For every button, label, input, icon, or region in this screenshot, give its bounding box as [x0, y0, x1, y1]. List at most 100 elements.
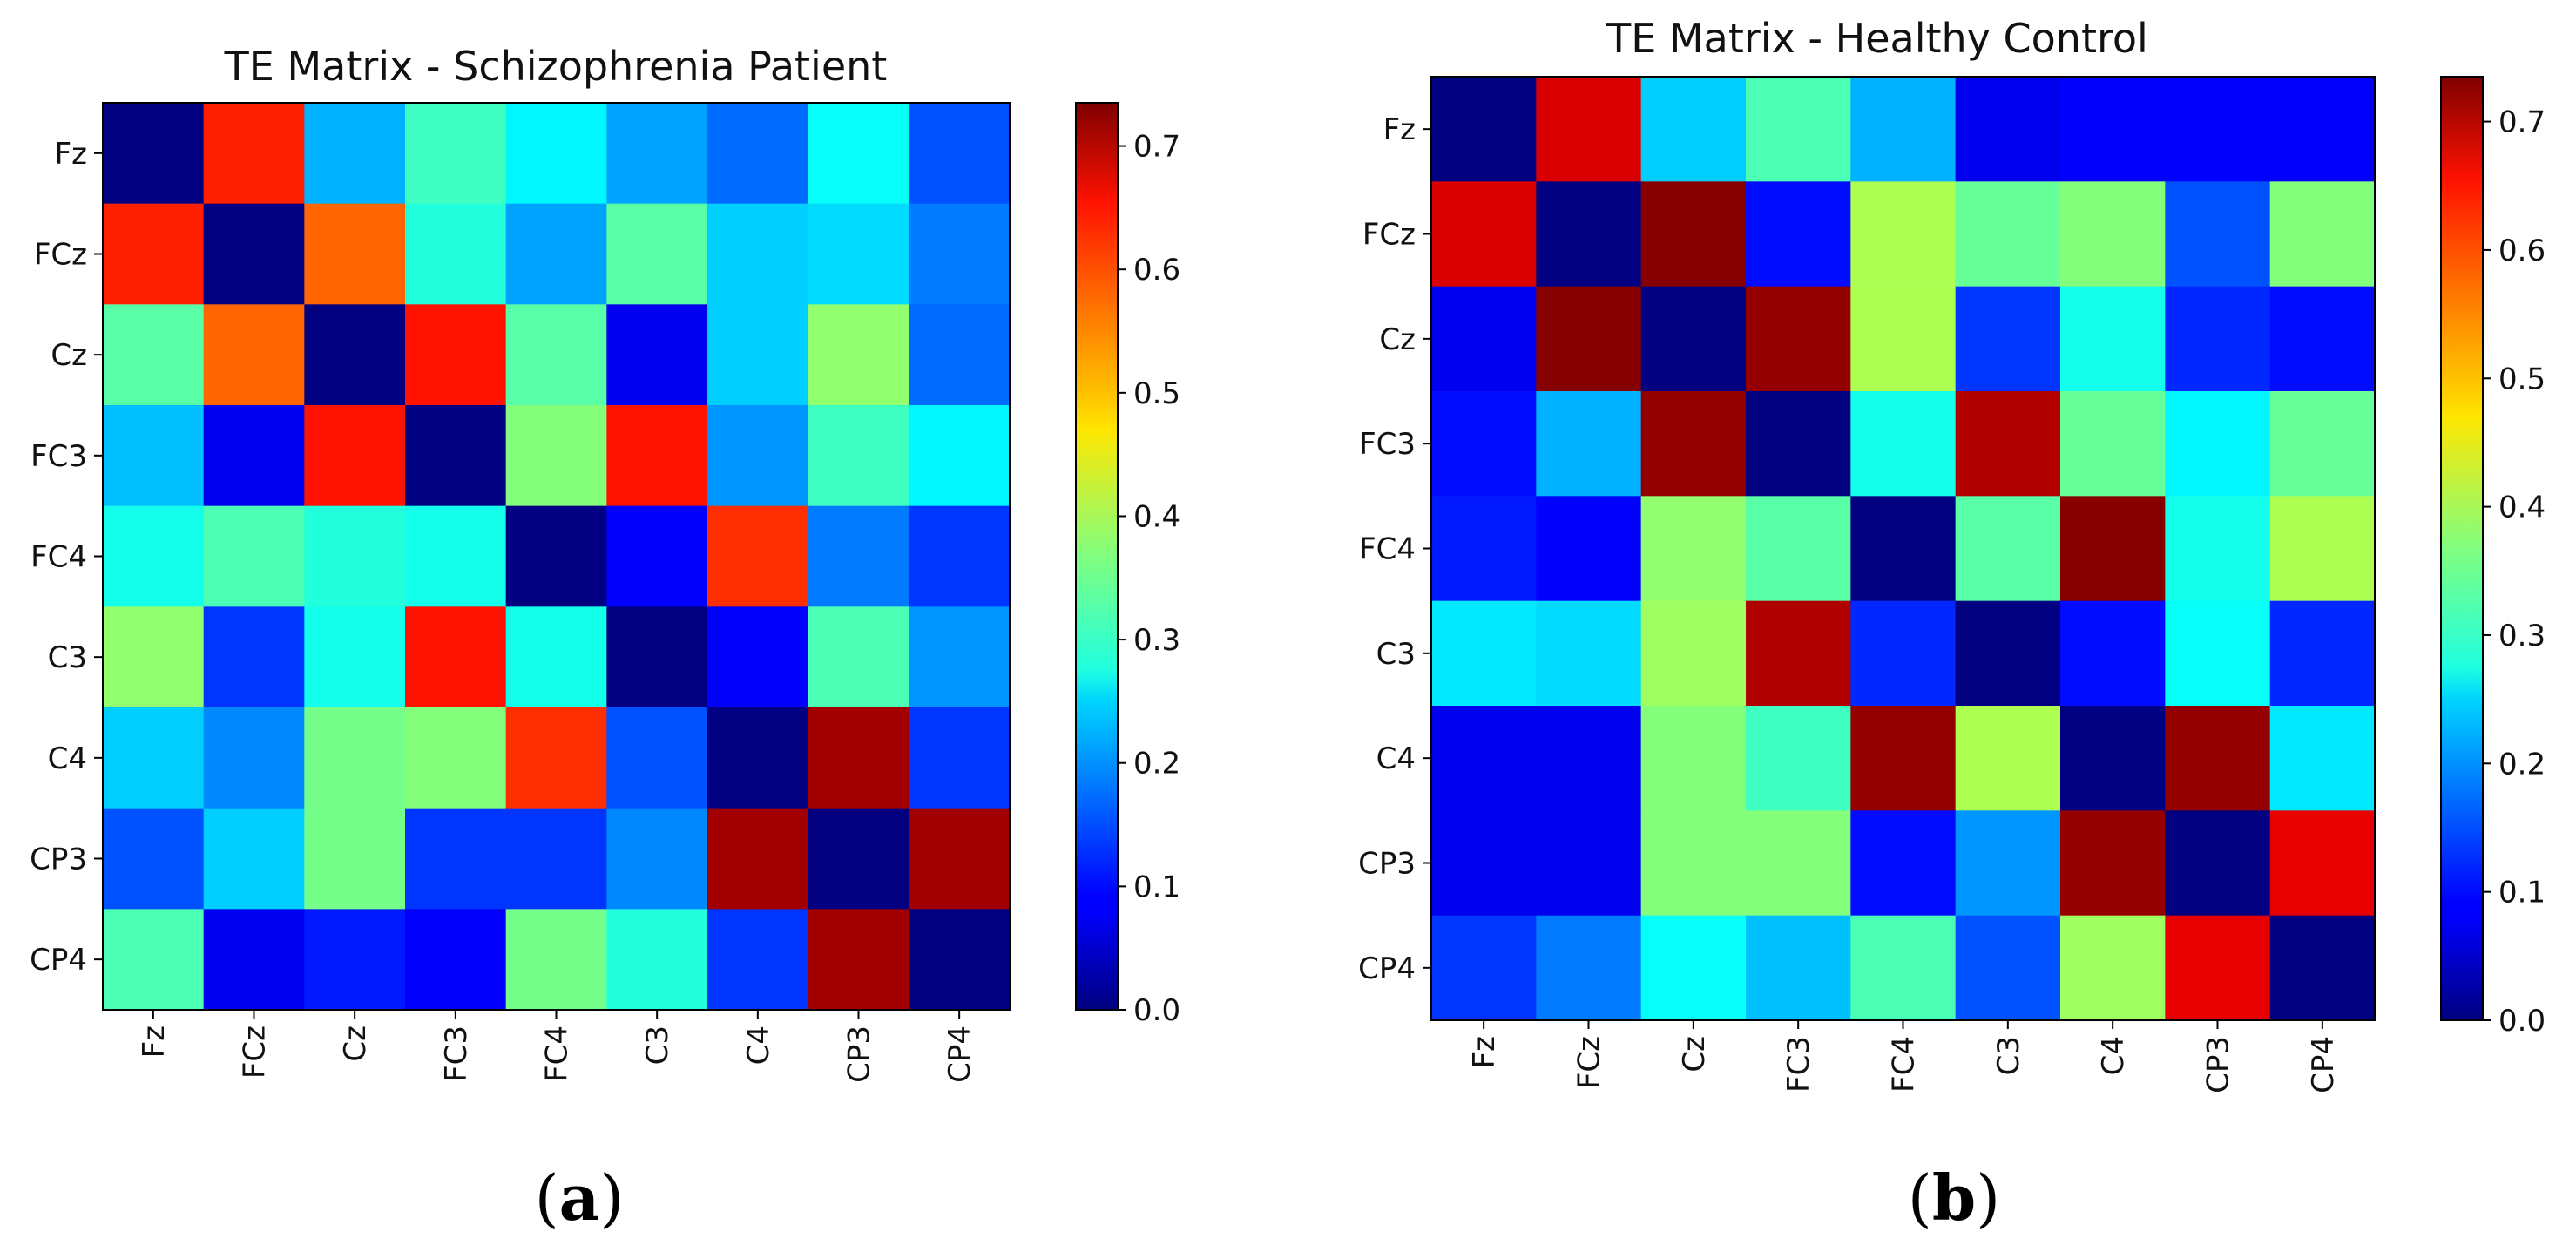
heatmap-cell-FC3-FC3 — [1746, 391, 1851, 497]
heatmap-cell-FC3-CP4 — [2269, 391, 2376, 497]
y-tick-label-FCz: FCz — [34, 238, 87, 273]
heatmap-cell-CP4-C4 — [707, 909, 809, 1011]
heatmap-cell-C3-FC3 — [405, 606, 507, 708]
heatmap-cell-FCz-CP3 — [808, 203, 909, 305]
heatmap-cell-FC3-CP4 — [909, 405, 1011, 507]
heatmap-cell-FC4-FC3 — [405, 505, 507, 607]
heatmap-cell-Cz-CP4 — [2269, 286, 2376, 392]
colorbar-tick-label: 0.4 — [1133, 499, 1180, 534]
heatmap-cell-FCz-FC3 — [1746, 181, 1851, 288]
heatmap-cell-FCz-C4 — [2060, 181, 2166, 288]
chart-title-schizophrenia: TE Matrix - Schizophrenia Patient — [224, 43, 888, 90]
heatmap-cell-FC3-Cz — [304, 405, 406, 507]
heatmap-cell-CP3-FCz — [203, 808, 305, 910]
heatmap-cell-CP4-FC4 — [1850, 915, 1957, 1021]
heatmap-cell-FC3-FCz — [203, 405, 305, 507]
heatmap-panel-schizophrenia: TE Matrix - Schizophrenia Patient Fz FCz C… — [30, 43, 1180, 1235]
y-tick-label-CP4: CP4 — [30, 943, 87, 978]
x-tick-label-C3: C3 — [640, 1025, 675, 1065]
heatmap-cell-FC4-CP4 — [909, 505, 1011, 607]
heatmap-cell-CP3-Fz — [1431, 810, 1537, 917]
colorbar-tick-label: 0.7 — [2498, 105, 2546, 140]
heatmap-cell-C4-Fz — [103, 707, 205, 809]
heatmap-cell-Fz-C4 — [707, 103, 809, 205]
x-tick-label-Cz: Cz — [1677, 1036, 1712, 1073]
heatmap-cell-C3-FC4 — [1850, 600, 1957, 707]
heatmap-cell-Cz-CP3 — [2165, 286, 2271, 392]
heatmap-cell-FCz-Fz — [1431, 181, 1537, 288]
heatmap-cell-Cz-FCz — [1536, 286, 1642, 392]
heatmap-cell-C3-CP3 — [2165, 600, 2271, 707]
heatmap-cell-CP3-FC4 — [1850, 810, 1957, 917]
x-tick-label-C3: C3 — [1991, 1036, 2026, 1075]
heatmap-cell-Cz-C3 — [606, 304, 708, 406]
y-tick-label-FC4: FC4 — [1359, 532, 1416, 567]
heatmap-cell-Fz-FC3 — [405, 103, 507, 205]
heatmap-cell-CP3-FC3 — [1746, 810, 1851, 917]
x-tick-label-Cz: Cz — [338, 1025, 373, 1062]
heatmap-cell-CP4-FCz — [203, 909, 305, 1011]
heatmap-cell-C4-CP4 — [2269, 706, 2376, 811]
heatmap-cell-CP3-Cz — [1640, 810, 1747, 917]
heatmap-cell-FC3-FCz — [1536, 391, 1642, 497]
colorbar-healthy-control: 0.0 0.1 0.2 0.3 0.4 0.5 0.6 0.7 — [2440, 76, 2546, 1039]
heatmap-cell-FC3-Fz — [1431, 391, 1537, 497]
heatmap-cell-FC3-FC4 — [1850, 391, 1957, 497]
colorbar-tick-label: 0.1 — [1133, 870, 1180, 904]
heatmap-cell-C4-C4 — [707, 707, 809, 809]
y-tick-label-C4: C4 — [1376, 741, 1416, 776]
heatmap-cell-FC3-CP3 — [808, 405, 909, 507]
heatmap-cell-CP3-CP4 — [909, 808, 1011, 910]
colorbar-tick-label: 0.2 — [1133, 747, 1180, 782]
heatmap-cell-Fz-CP3 — [808, 103, 909, 205]
heatmap-cell-CP3-Fz — [103, 808, 205, 910]
heatmap-cell-FCz-FCz — [1536, 181, 1642, 288]
heatmap-cell-CP4-Cz — [304, 909, 406, 1011]
heatmap-cell-FC3-Cz — [1640, 391, 1747, 497]
heatmap-cell-Fz-C4 — [2060, 77, 2166, 182]
heatmap-panel-healthy-control: TE Matrix - Healthy Control Fz FCz Cz FC3 FC… — [1358, 15, 2546, 1235]
heatmap-cell-CP4-C4 — [2060, 915, 2166, 1021]
y-tick-label-Fz: Fz — [1383, 112, 1416, 147]
heatmap-cell-Cz-Fz — [1431, 286, 1537, 392]
y-axis-ticks-healthy-control: Fz FCz Cz FC3 FC4 C3 C4 CP3 CP4 — [1358, 112, 1431, 986]
heatmap-cell-C4-FCz — [203, 707, 305, 809]
colorbar-tick-label: 0.0 — [2498, 1004, 2546, 1039]
heatmap-cell-CP3-FCz — [1536, 810, 1642, 917]
y-tick-label-C4: C4 — [48, 741, 87, 776]
x-tick-label-CP3: CP3 — [2201, 1036, 2236, 1093]
heatmap-cell-C4-FC3 — [1746, 706, 1851, 811]
heatmap-cell-C4-FC4 — [505, 707, 607, 809]
heatmap-cell-CP3-C4 — [2060, 810, 2166, 917]
heatmap-cell-C3-C3 — [606, 606, 708, 708]
heatmap-cell-FC3-FC3 — [405, 405, 507, 507]
subfigure-label-a: (a) — [535, 1161, 625, 1235]
y-tick-label-Cz: Cz — [1379, 322, 1416, 357]
heatmap-cell-FCz-CP3 — [2165, 181, 2271, 288]
heatmap-cell-CP3-Cz — [304, 808, 406, 910]
heatmap-cell-C4-CP3 — [808, 707, 909, 809]
heatmap-cell-C3-C4 — [707, 606, 809, 708]
heatmap-cell-C3-FCz — [203, 606, 305, 708]
heatmap-cell-FCz-Cz — [1640, 181, 1747, 288]
heatmap-cell-C4-Cz — [304, 707, 406, 809]
y-tick-label-CP4: CP4 — [1358, 951, 1416, 986]
heatmap-cell-Fz-Cz — [1640, 77, 1747, 182]
heatmap-cell-FC4-C3 — [606, 505, 708, 607]
x-tick-label-FC4: FC4 — [1887, 1036, 1922, 1093]
heatmap-cell-C4-C3 — [1955, 706, 2061, 811]
subfigure-label-b: (b) — [1908, 1161, 2001, 1235]
heatmap-cell-C3-FC4 — [505, 606, 607, 708]
heatmap-cell-CP3-CP3 — [2165, 810, 2271, 917]
heatmap-cell-Fz-Fz — [1431, 77, 1537, 182]
heatmap-cell-CP4-Fz — [103, 909, 205, 1011]
heatmap-cell-Fz-FC3 — [1746, 77, 1851, 182]
heatmap-cell-FCz-CP4 — [2269, 181, 2376, 288]
heatmap-cell-CP4-FCz — [1536, 915, 1642, 1021]
heatmap-cell-C3-C3 — [1955, 600, 2061, 707]
y-tick-label-FC3: FC3 — [30, 439, 87, 474]
subfigure-letter-a: a — [559, 1161, 600, 1235]
colorbar-tick-label: 0.5 — [2498, 362, 2546, 396]
x-tick-label-FCz: FCz — [1572, 1036, 1607, 1089]
heatmap-cell-FCz-FC3 — [405, 203, 507, 305]
